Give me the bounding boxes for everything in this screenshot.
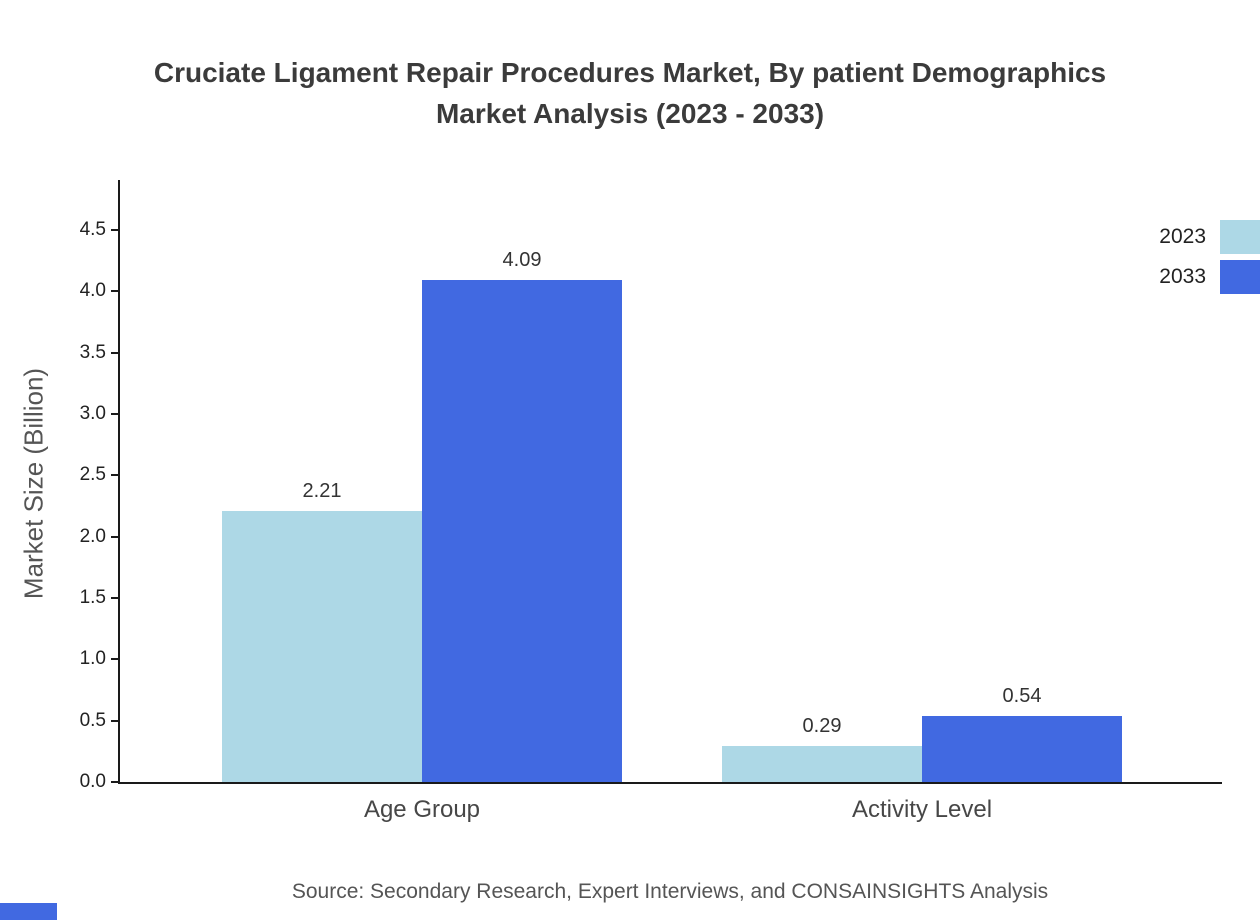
y-tick-label: 1.0 bbox=[79, 648, 106, 670]
plot-area: 0.0 0.5 1.0 1.5 2.0 2.5 3.0 3.5 4.0 4.5 2.21 4.09 Ag… bbox=[80, 180, 1222, 823]
y-tick-mark bbox=[111, 474, 119, 477]
bar-2033-age-group bbox=[422, 280, 622, 782]
legend-swatch bbox=[1220, 220, 1260, 254]
footer-accent-bar bbox=[0, 903, 57, 920]
legend: 2023 2033 bbox=[1159, 220, 1260, 294]
y-tick-label: 2.5 bbox=[79, 464, 106, 486]
x-category-label: Age Group bbox=[363, 796, 481, 823]
bar-2023-age-group bbox=[222, 511, 422, 782]
legend-label: 2023 bbox=[1159, 225, 1206, 248]
x-category-label: Activity Level bbox=[851, 796, 993, 823]
y-tick-label: 0.0 bbox=[79, 771, 106, 792]
y-tick-mark bbox=[111, 658, 119, 661]
y-tick-label: 3.0 bbox=[79, 402, 106, 424]
y-tick-label: 2.0 bbox=[79, 525, 106, 547]
bar-value-label: 0.29 bbox=[802, 715, 842, 737]
bar-value-label: 0.54 bbox=[1002, 685, 1042, 707]
y-tick-label: 4.5 bbox=[79, 218, 106, 240]
bar-2033-activity-level bbox=[922, 716, 1122, 782]
chart-title-line2: Market Analysis (2023 - 2033) bbox=[435, 98, 825, 129]
y-tick-mark bbox=[111, 351, 119, 354]
y-tick-mark bbox=[111, 228, 119, 231]
legend-swatch bbox=[1220, 260, 1260, 294]
y-axis-title: Market Size (Billion) bbox=[18, 367, 49, 600]
legend-row-2033: 2033 bbox=[1159, 260, 1260, 294]
y-tick-label: 0.5 bbox=[79, 709, 106, 731]
y-tick-label: 3.5 bbox=[79, 341, 106, 363]
y-tick-mark bbox=[111, 412, 119, 415]
y-tick-mark bbox=[111, 535, 119, 538]
y-tick-mark bbox=[111, 290, 119, 293]
chart-title-line1: Cruciate Ligament Repair Procedures Mark… bbox=[153, 57, 1107, 88]
y-tick-mark bbox=[111, 781, 119, 783]
y-tick-label: 4.0 bbox=[79, 280, 106, 302]
bar-value-label: 2.21 bbox=[302, 480, 342, 502]
source-attribution: Source: Secondary Research, Expert Inter… bbox=[291, 880, 1049, 903]
y-tick-mark bbox=[111, 719, 119, 722]
bar-value-label: 4.09 bbox=[502, 249, 542, 271]
legend-label: 2033 bbox=[1159, 265, 1206, 288]
y-tick-mark bbox=[111, 596, 119, 599]
legend-row-2023: 2023 bbox=[1159, 220, 1260, 254]
bar-2023-activity-level bbox=[722, 746, 922, 782]
y-tick-label: 1.5 bbox=[79, 586, 106, 608]
chart-title: Cruciate Ligament Repair Procedures Mark… bbox=[0, 52, 1260, 134]
